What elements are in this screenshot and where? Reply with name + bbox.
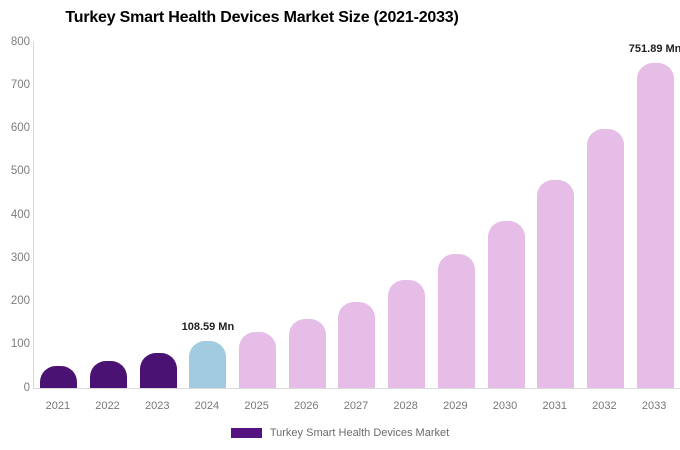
bar-2028 [388,279,426,388]
bar-2029 [437,253,475,388]
bar-2032 [586,128,624,388]
bar-2030 [487,220,525,388]
bar-slot-2021 [34,42,84,388]
bar-slot-2033: 751.89 Mn [628,42,680,388]
y-axis-tick-400: 400 [10,208,30,221]
x-axis-label-2021: 2021 [45,400,71,412]
bar-2022 [90,360,128,388]
bar-2031 [537,180,575,388]
y-axis-tick-500: 500 [10,165,30,177]
legend-swatch [230,428,262,438]
bar-slot-2022 [84,42,134,388]
legend-label: Turkey Smart Health Devices Market [269,427,450,439]
x-axis-label-2026: 2026 [294,400,319,412]
x-axis-label-2028: 2028 [393,400,418,412]
bar-2021 [40,366,78,388]
bar-2024 [189,341,227,388]
x-axis-label-2029: 2029 [443,400,468,412]
bar-slot-2023 [133,42,183,388]
bar-2027 [338,301,376,388]
y-axis-tick-800: 800 [10,35,30,48]
chart-title: Turkey Smart Health Devices Market Size … [65,9,459,26]
y-axis-tick-0: 0 [23,381,30,394]
y-axis-tick-100: 100 [10,338,30,350]
x-axis: 2021 2022 2023 2024 2025 2026 2027 2028 2029 2030… [33,400,679,412]
x-axis-label-2025: 2025 [244,400,269,412]
y-axis-tick-600: 600 [10,121,30,134]
bar-value-label-2024: 108.59 Mn [181,321,235,334]
bar-slot-2031 [531,42,581,388]
bar-slot-2030 [481,42,531,388]
legend: Turkey Smart Health Devices Market [0,427,680,439]
bar-slot-2032 [581,42,631,388]
bar-slot-2028 [382,42,432,388]
x-axis-label-2030: 2030 [492,400,518,412]
plot-area: 108.59 Mn 751.89 Mn [33,42,680,389]
x-axis-label-2032: 2032 [592,400,617,412]
bar-slot-2027 [332,42,382,388]
y-axis-tick-200: 200 [10,294,30,307]
y-axis: 0 100 200 300 400 500 600 700 800 [0,36,30,393]
x-axis-label-2033: 2033 [641,400,667,412]
x-axis-label-2031: 2031 [542,400,567,412]
bar-slot-2025 [233,42,283,388]
bar-slot-2026 [282,42,332,388]
x-axis-label-2022: 2022 [95,400,120,412]
x-axis-label-2023: 2023 [144,400,170,412]
bar-slot-2029 [432,42,482,388]
y-axis-tick-300: 300 [10,251,30,264]
bar-slot-2024: 108.59 Mn [181,42,235,388]
bar-2026 [288,318,326,388]
bar-2025 [239,331,277,388]
x-axis-label-2027: 2027 [343,400,369,412]
y-axis-tick-700: 700 [10,78,30,91]
bar-value-label-2033: 751.89 Mn [628,42,680,55]
bar-2033 [636,62,674,388]
x-axis-label-2024: 2024 [194,400,220,412]
bar-2023 [139,353,177,388]
